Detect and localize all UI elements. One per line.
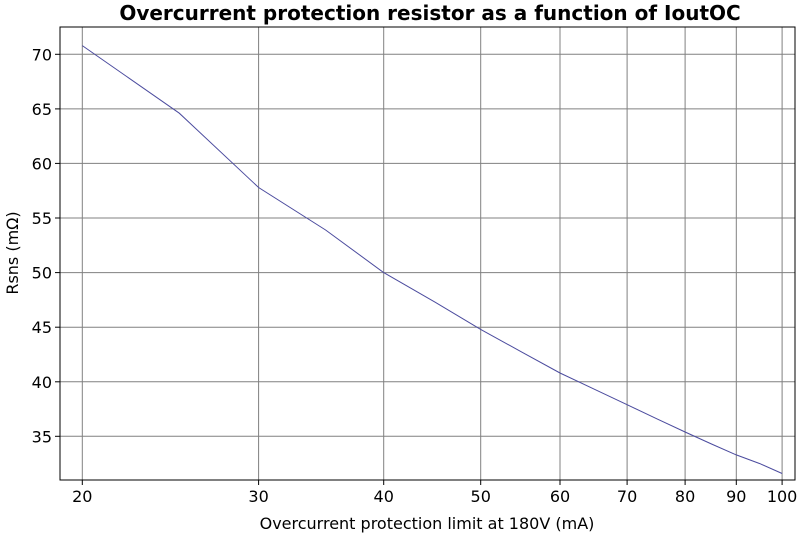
x-tick-label: 100 — [767, 487, 798, 506]
chart-title: Overcurrent protection resistor as a fun… — [119, 1, 740, 25]
x-tick-label: 70 — [617, 487, 637, 506]
y-tick-label: 70 — [32, 45, 52, 64]
y-tick-label: 50 — [32, 264, 52, 283]
y-tick-label: 40 — [32, 373, 52, 392]
x-tick-label: 50 — [471, 487, 491, 506]
y-tick-label: 35 — [32, 427, 52, 446]
y-tick-label: 55 — [32, 209, 52, 228]
plot-area-frame — [59, 26, 796, 481]
y-tick-label: 45 — [32, 318, 52, 337]
x-tick-label: 20 — [72, 487, 92, 506]
x-tick-label: 40 — [374, 487, 394, 506]
x-tick-label: 60 — [550, 487, 570, 506]
y-axis-label: Rsns (mΩ) — [3, 211, 22, 294]
y-tick-label: 65 — [32, 100, 52, 119]
x-axis-label: Overcurrent protection limit at 180V (mA… — [260, 514, 595, 533]
series-line — [82, 45, 783, 474]
x-tick-label: 30 — [248, 487, 268, 506]
y-tick-label: 60 — [32, 154, 52, 173]
grid — [60, 27, 795, 480]
x-tick-label: 90 — [726, 487, 746, 506]
x-tick-label: 80 — [675, 487, 695, 506]
ticks: 20 30 40 50 60 70 80 90 100 35 40 45 50 55 60 65 70 — [32, 45, 798, 506]
